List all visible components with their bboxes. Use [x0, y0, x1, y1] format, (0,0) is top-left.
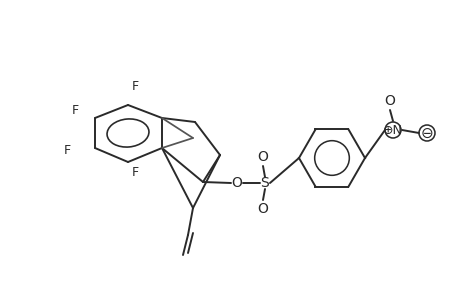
Text: F: F: [71, 104, 78, 118]
Text: ⊖: ⊖: [420, 125, 432, 140]
Text: O: O: [384, 94, 395, 108]
Text: F: F: [131, 167, 138, 179]
Text: F: F: [131, 80, 138, 94]
Text: O: O: [231, 176, 242, 190]
Text: O: O: [257, 150, 268, 164]
Text: O: O: [257, 202, 268, 216]
Text: ⊕N: ⊕N: [382, 124, 402, 136]
Text: S: S: [260, 176, 269, 190]
Text: F: F: [63, 143, 70, 157]
